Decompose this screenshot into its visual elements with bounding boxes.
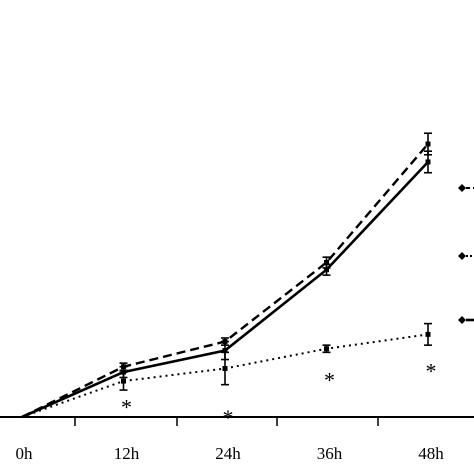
legend-item-dotted xyxy=(458,252,474,260)
data-point xyxy=(425,141,431,147)
legend-item-dashed xyxy=(458,184,474,192)
significance-mark: * xyxy=(121,394,132,419)
x-tick-label: 0h xyxy=(16,444,34,463)
series-solid xyxy=(21,150,432,419)
legend xyxy=(458,184,474,324)
data-point xyxy=(324,346,329,352)
significance-mark: * xyxy=(426,359,437,384)
annotations-layer: * * * * xyxy=(121,359,437,431)
data-point xyxy=(121,378,126,384)
data-point xyxy=(425,159,431,165)
x-tick-label: 36h xyxy=(317,444,343,463)
data-point xyxy=(324,260,329,266)
legend-marker xyxy=(458,184,466,192)
significance-mark: * xyxy=(223,405,234,430)
data-point xyxy=(222,366,228,372)
legend-marker xyxy=(458,316,466,324)
series-dashed xyxy=(21,132,432,419)
x-tick-label: 48h xyxy=(418,444,444,463)
x-tick-label: 24h xyxy=(215,444,241,463)
significance-mark: * xyxy=(324,367,335,392)
data-point xyxy=(222,348,228,354)
series-dotted xyxy=(21,322,432,418)
data-point xyxy=(425,331,431,337)
x-axis: 0h 12h 24h 36h 48h xyxy=(0,416,474,463)
data-point xyxy=(324,267,329,273)
x-tick-label: 12h xyxy=(114,444,140,463)
series-layer xyxy=(21,132,432,419)
legend-item-solid xyxy=(458,316,474,324)
legend-marker xyxy=(458,252,466,260)
